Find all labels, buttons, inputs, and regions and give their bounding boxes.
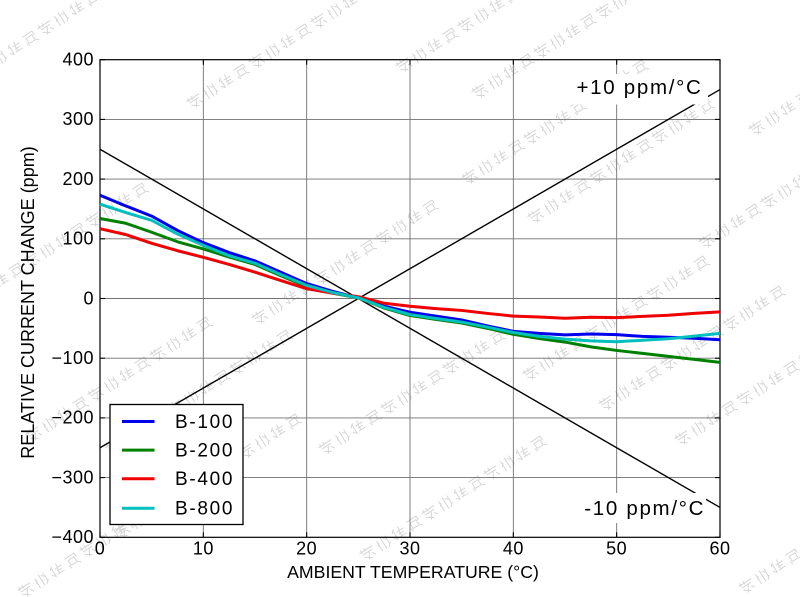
svg-text:-10 ppm/°C: -10 ppm/°C — [584, 497, 705, 520]
svg-text:B-100: B-100 — [175, 412, 234, 433]
svg-text:30: 30 — [399, 538, 420, 558]
svg-text:40: 40 — [503, 538, 524, 558]
svg-text:AMBIENT TEMPERATURE (°C): AMBIENT TEMPERATURE (°C) — [287, 562, 539, 582]
svg-text:B-800: B-800 — [175, 499, 234, 520]
svg-text:−200: −200 — [51, 408, 94, 428]
svg-text:−100: −100 — [51, 348, 94, 368]
svg-text:400: 400 — [62, 50, 94, 70]
svg-text:50: 50 — [606, 538, 627, 558]
svg-text:100: 100 — [62, 229, 94, 249]
svg-text:200: 200 — [62, 169, 94, 189]
svg-text:B-400: B-400 — [175, 469, 234, 490]
svg-text:60: 60 — [709, 538, 730, 558]
svg-text:300: 300 — [62, 109, 94, 129]
svg-text:10: 10 — [193, 538, 214, 558]
svg-text:−300: −300 — [51, 467, 94, 487]
svg-text:0: 0 — [95, 538, 106, 558]
svg-text:RELATIVE CURRENT CHANGE (ppm): RELATIVE CURRENT CHANGE (ppm) — [18, 146, 38, 458]
svg-text:20: 20 — [296, 538, 317, 558]
svg-text:B-200: B-200 — [175, 441, 234, 462]
svg-text:+10 ppm/°C: +10 ppm/°C — [576, 76, 702, 99]
svg-text:0: 0 — [83, 288, 94, 308]
svg-text:−400: −400 — [51, 527, 94, 547]
